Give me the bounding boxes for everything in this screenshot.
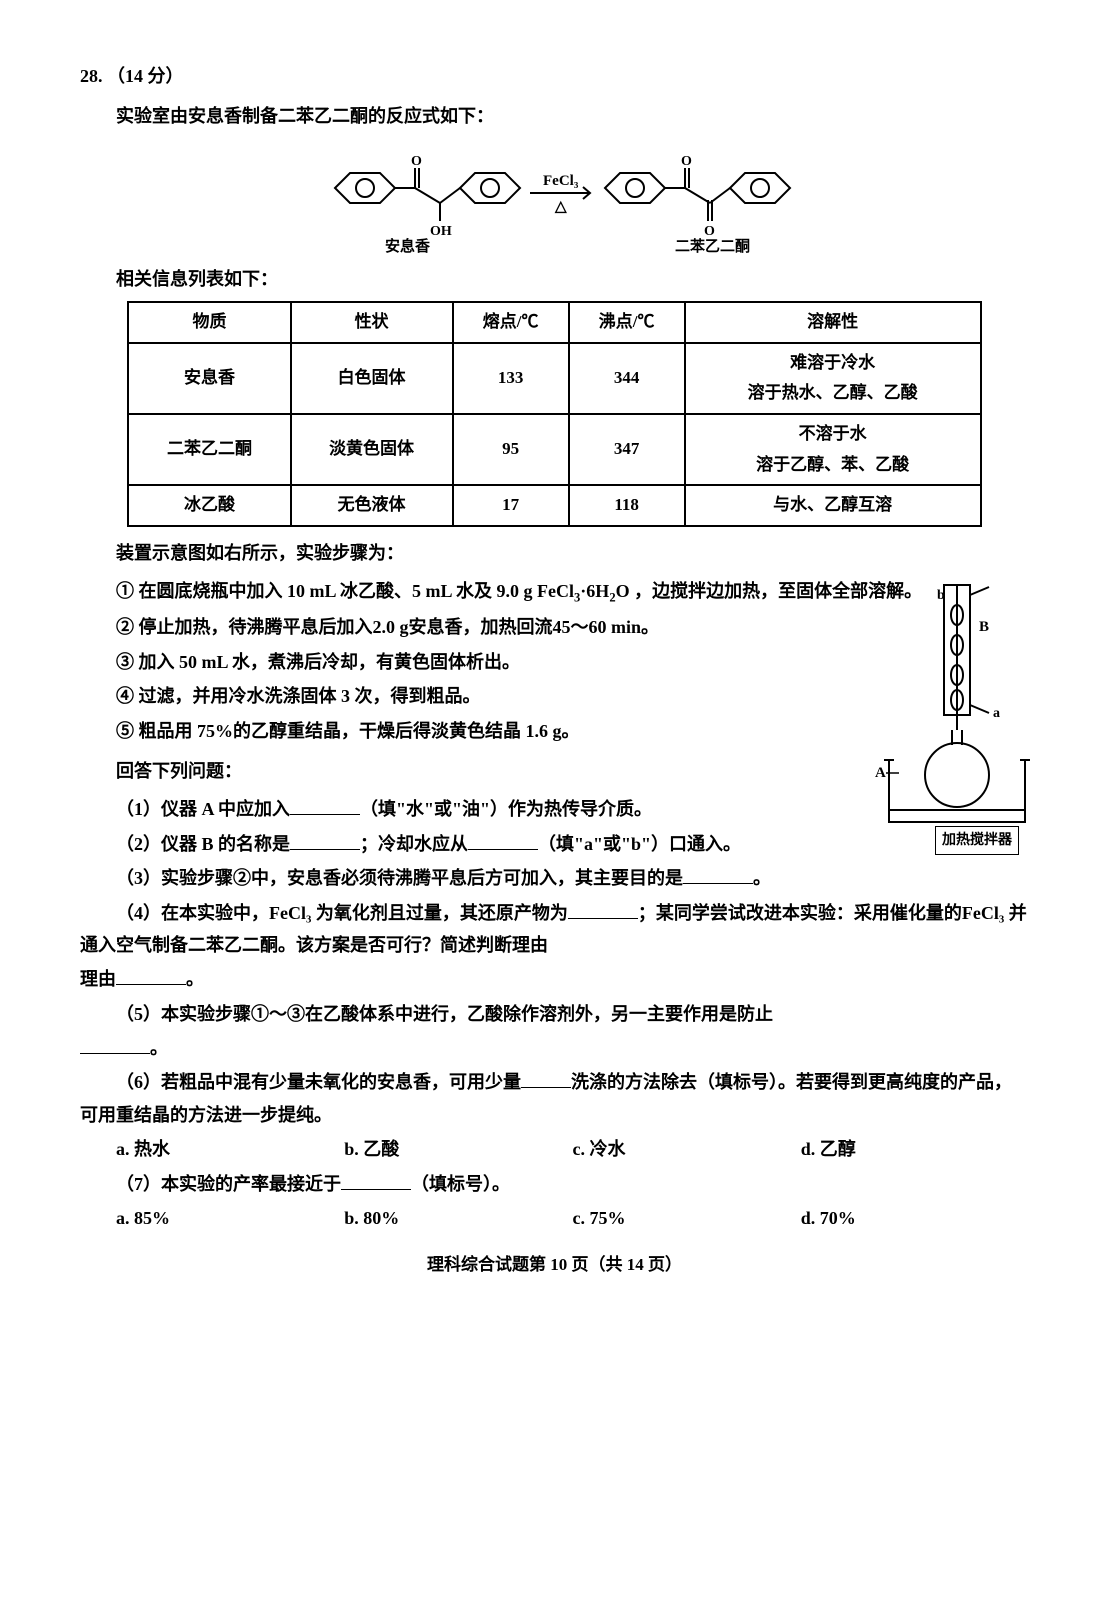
blank [683, 866, 753, 884]
page-footer: 理科综合试题第 10 页（共 14 页） [80, 1250, 1029, 1281]
table-cell: 不溶于水溶于乙醇、苯、乙酸 [685, 414, 981, 485]
q5: （5）本实验步骤①～③在乙酸体系中进行，乙酸除作溶剂外，另一主要作用是防止 [80, 998, 1029, 1030]
blank [116, 967, 186, 985]
opt-a: a. 85% [116, 1202, 344, 1234]
table-header-row: 物质 性状 熔点/℃ 沸点/℃ 溶解性 [128, 302, 980, 343]
col-solubility: 溶解性 [685, 302, 981, 343]
q5b: 。 [80, 1032, 1029, 1064]
table-row: 二苯乙二酮淡黄色固体95347不溶于水溶于乙醇、苯、乙酸 [128, 414, 980, 485]
table-cell: 347 [569, 414, 685, 485]
col-appearance: 性状 [291, 302, 453, 343]
table-cell: 二苯乙二酮 [128, 414, 290, 485]
table-cell: 冰乙酸 [128, 485, 290, 526]
q6-options: a. 热水 b. 乙酸 c. 冷水 d. 乙醇 [80, 1133, 1029, 1165]
blank [290, 797, 360, 815]
table-caption: 相关信息列表如下： [80, 263, 1029, 295]
question-points: （14 分） [107, 66, 184, 86]
table-cell: 与水、乙醇互溶 [685, 485, 981, 526]
step-5: ⑤ 粗品用 75%的乙醇重结晶，干燥后得淡黄色结晶 1.6 g。 [80, 715, 819, 747]
reagent-top: FeCl₃ [543, 173, 579, 189]
table-cell: 17 [453, 485, 569, 526]
q6: （6）若粗品中混有少量未氧化的安息香，可用少量洗涤的方法除去（填标号）。若要得到… [80, 1066, 1029, 1131]
table-cell: 118 [569, 485, 685, 526]
step-4: ④ 过滤，并用冷水洗涤固体 3 次，得到粗品。 [80, 680, 819, 712]
opt-a: a. 热水 [116, 1133, 344, 1165]
opt-d: d. 乙醇 [801, 1133, 1029, 1165]
blank [290, 832, 360, 850]
q3: （3）实验步骤②中，安息香必须待沸腾平息后方可加入，其主要目的是。 [80, 862, 1029, 894]
table-cell: 344 [569, 343, 685, 414]
table-cell: 95 [453, 414, 569, 485]
blank [341, 1172, 411, 1190]
apparatus-diagram: b B a A 加热搅拌器 [839, 575, 1039, 855]
question-header: 28. （14 分） [80, 60, 1029, 92]
table-cell: 安息香 [128, 343, 290, 414]
svg-text:OH: OH [430, 224, 452, 239]
apparatus-caption: 加热搅拌器 [935, 826, 1019, 855]
opt-c: c. 冷水 [573, 1133, 801, 1165]
svg-text:O: O [411, 154, 422, 169]
step-2: ② 停止加热，待沸腾平息后加入2.0 g安息香，加热回流45～60 min。 [80, 611, 819, 643]
product-label: 二苯乙二酮 [675, 237, 750, 253]
table-cell: 难溶于冷水溶于热水、乙醇、乙酸 [685, 343, 981, 414]
blank [521, 1070, 571, 1088]
table-cell: 白色固体 [291, 343, 453, 414]
svg-text:O: O [681, 154, 692, 169]
svg-text:O: O [704, 224, 715, 239]
blank [80, 1036, 150, 1054]
q7: （7）本实验的产率最接近于（填标号）。 [80, 1168, 1029, 1200]
q4b: 。 理由。 [80, 963, 1029, 995]
col-substance: 物质 [128, 302, 290, 343]
steps-wrapper: b B a A 加热搅拌器 ① 在圆底烧瓶中加入 10 mL 冰乙酸、5 mL … [80, 575, 1029, 747]
reaction-scheme: O OH FeCl₃ △ O O [80, 143, 1029, 253]
table-cell: 133 [453, 343, 569, 414]
q4: （4）在本实验中，FeCl₃ 为氧化剂且过量，其还原产物为；某同学尝试改进本实验… [80, 897, 1029, 962]
q7-options: a. 85% b. 80% c. 75% d. 70% [80, 1202, 1029, 1234]
questions-block: （1）仪器 A 中应加入（填"水"或"油"）作为热传导介质。 （2）仪器 B 的… [80, 793, 1029, 1234]
opt-c: c. 75% [573, 1202, 801, 1234]
svg-text:B: B [979, 619, 989, 635]
question-number: 28. [80, 66, 103, 86]
opt-d: d. 70% [801, 1202, 1029, 1234]
table-cell: 无色液体 [291, 485, 453, 526]
col-mp: 熔点/℃ [453, 302, 569, 343]
opt-b: b. 乙酸 [344, 1133, 572, 1165]
step-3: ③ 加入 50 mL 水，煮沸后冷却，有黄色固体析出。 [80, 646, 819, 678]
steps-intro: 装置示意图如右所示，实验步骤为： [80, 537, 1029, 569]
svg-text:A: A [875, 765, 886, 781]
answer-prompt: 回答下列问题： [80, 755, 819, 787]
table-row: 冰乙酸无色液体17118与水、乙醇互溶 [128, 485, 980, 526]
reagent-bottom: △ [554, 199, 567, 215]
reactant-label: 安息香 [385, 237, 430, 253]
blank [568, 901, 638, 919]
intro-text: 实验室由安息香制备二苯乙二酮的反应式如下： [80, 100, 1029, 132]
col-bp: 沸点/℃ [569, 302, 685, 343]
opt-b: b. 80% [344, 1202, 572, 1234]
properties-table: 物质 性状 熔点/℃ 沸点/℃ 溶解性 安息香白色固体133344难溶于冷水溶于… [127, 301, 981, 527]
table-cell: 淡黄色固体 [291, 414, 453, 485]
table-row: 安息香白色固体133344难溶于冷水溶于热水、乙醇、乙酸 [128, 343, 980, 414]
svg-text:a: a [993, 706, 1000, 721]
svg-text:b: b [937, 588, 945, 603]
blank [468, 832, 538, 850]
